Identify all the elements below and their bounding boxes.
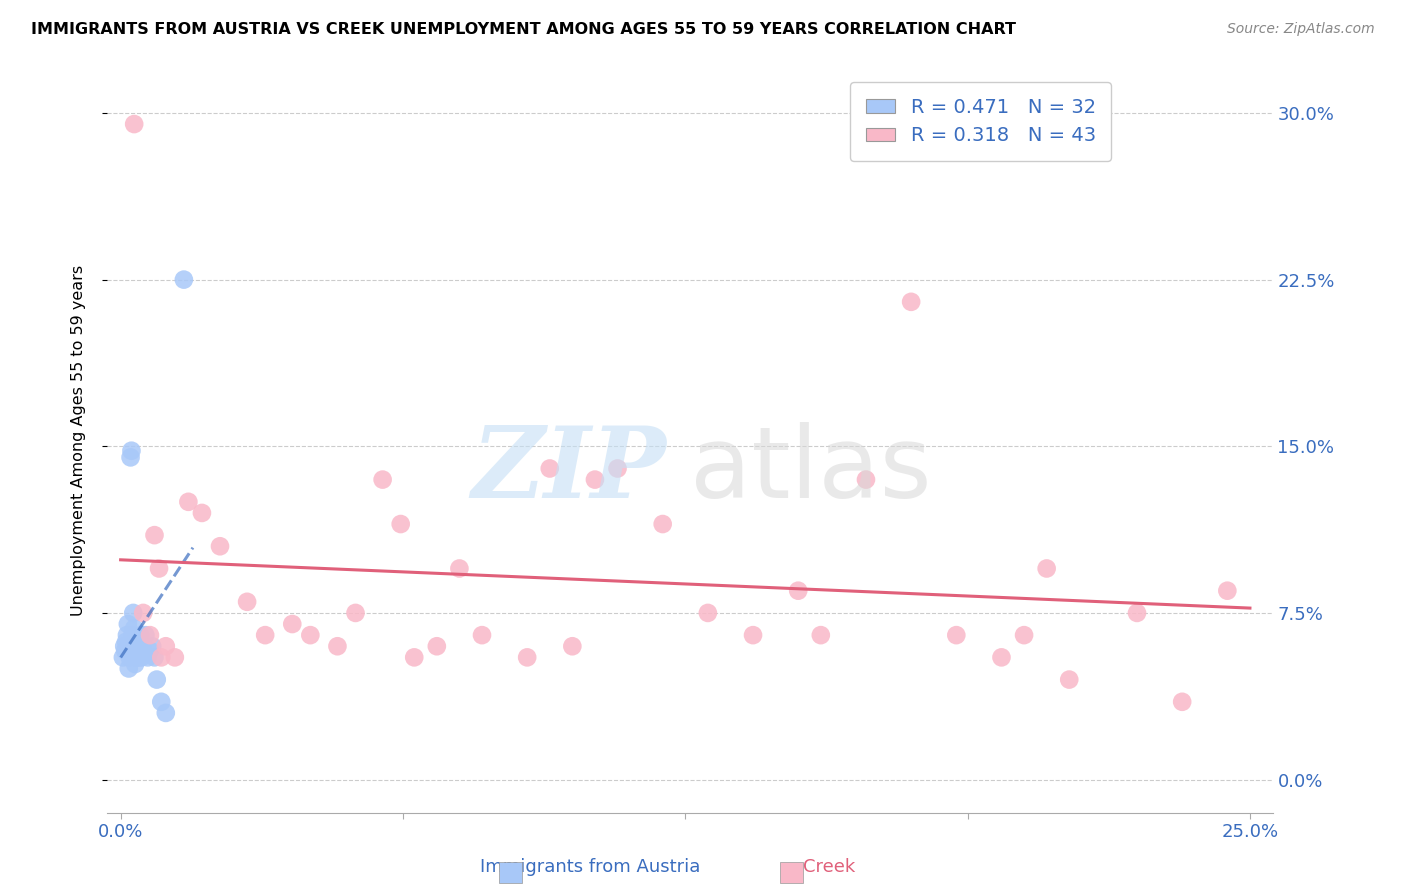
Point	[1171, 695, 1194, 709]
Point	[516, 650, 538, 665]
Point	[114, 643, 136, 657]
Point	[118, 650, 141, 665]
Point	[121, 628, 143, 642]
Point	[131, 639, 153, 653]
Point	[1012, 628, 1035, 642]
Point	[173, 272, 195, 286]
Point	[125, 639, 148, 653]
Point	[155, 706, 177, 720]
Point	[208, 539, 231, 553]
Point	[122, 622, 145, 636]
Point	[855, 473, 877, 487]
Point	[404, 650, 426, 665]
Point	[139, 628, 162, 642]
Point	[143, 528, 166, 542]
Point	[141, 639, 163, 653]
Text: ZIP: ZIP	[471, 422, 666, 519]
Point	[128, 650, 150, 665]
Point	[122, 117, 145, 131]
Point	[139, 643, 162, 657]
Point	[344, 606, 367, 620]
Point	[742, 628, 765, 642]
Point	[128, 635, 150, 649]
Point	[299, 628, 322, 642]
Point	[651, 516, 673, 531]
Point	[1035, 561, 1057, 575]
Point	[150, 650, 173, 665]
Point	[143, 650, 166, 665]
Point	[900, 294, 922, 309]
Point	[115, 628, 138, 642]
Point	[810, 628, 832, 642]
Text: Immigrants from Austria: Immigrants from Austria	[481, 858, 700, 876]
Point	[177, 495, 200, 509]
Point	[127, 643, 149, 657]
Point	[426, 639, 449, 653]
Point	[112, 639, 135, 653]
Point	[281, 617, 304, 632]
Point	[132, 643, 155, 657]
Point	[326, 639, 349, 653]
Point	[787, 583, 810, 598]
Point	[115, 635, 138, 649]
Point	[122, 606, 145, 620]
Point	[118, 661, 141, 675]
Point	[120, 450, 142, 465]
Point	[561, 639, 583, 653]
Point	[125, 650, 148, 665]
Text: Creek: Creek	[803, 858, 856, 876]
Text: atlas: atlas	[690, 422, 931, 519]
Point	[538, 461, 561, 475]
Text: IMMIGRANTS FROM AUSTRIA VS CREEK UNEMPLOYMENT AMONG AGES 55 TO 59 YEARS CORRELAT: IMMIGRANTS FROM AUSTRIA VS CREEK UNEMPLO…	[31, 22, 1017, 37]
Point	[148, 561, 170, 575]
Y-axis label: Unemployment Among Ages 55 to 59 years: Unemployment Among Ages 55 to 59 years	[72, 265, 86, 616]
Point	[1057, 673, 1080, 687]
Point	[124, 657, 146, 671]
Point	[150, 695, 173, 709]
Point	[131, 650, 153, 665]
Point	[145, 673, 167, 687]
Point	[117, 617, 139, 632]
Point	[236, 595, 259, 609]
Point	[132, 606, 155, 620]
Point	[1126, 606, 1149, 620]
Point	[371, 473, 394, 487]
Point	[945, 628, 967, 642]
Point	[583, 473, 606, 487]
Point	[990, 650, 1012, 665]
Point	[155, 639, 177, 653]
Point	[606, 461, 628, 475]
Text: Source: ZipAtlas.com: Source: ZipAtlas.com	[1227, 22, 1375, 37]
Point	[136, 650, 159, 665]
Point	[471, 628, 494, 642]
Point	[696, 606, 718, 620]
Point	[191, 506, 214, 520]
Point	[134, 628, 156, 642]
Point	[163, 650, 186, 665]
Point	[111, 650, 134, 665]
Point	[449, 561, 471, 575]
Point	[1216, 583, 1239, 598]
Point	[121, 443, 143, 458]
Point	[254, 628, 277, 642]
Legend: R = 0.471   N = 32, R = 0.318   N = 43: R = 0.471 N = 32, R = 0.318 N = 43	[851, 82, 1111, 161]
Point	[129, 628, 152, 642]
Point	[389, 516, 412, 531]
